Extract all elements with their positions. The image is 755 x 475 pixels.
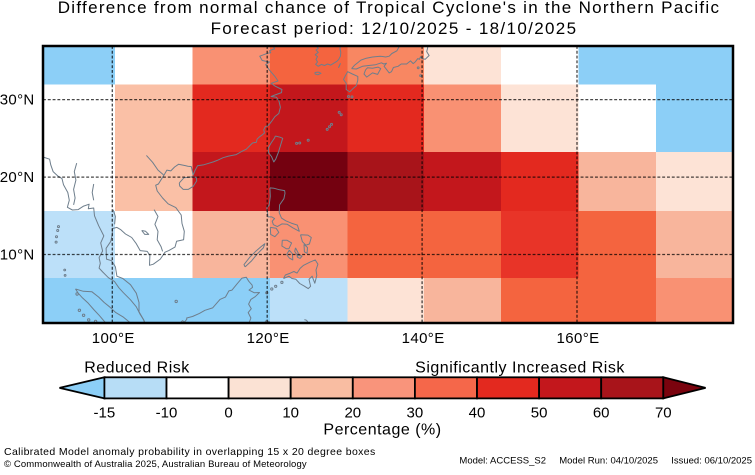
svg-text:Forecast period: 12/10/2025 -: Forecast period: 12/10/2025 - 18/10/2025 bbox=[211, 19, 578, 38]
svg-text:140°E: 140°E bbox=[402, 330, 445, 347]
svg-text:60: 60 bbox=[593, 405, 610, 422]
svg-text:Model: ACCESS_S2 Model Run: Model: ACCESS_S2 Model Run: 04/10/2025 I… bbox=[459, 456, 752, 467]
svg-text:40: 40 bbox=[469, 405, 486, 422]
svg-text:Significantly Increased Risk: Significantly Increased Risk bbox=[415, 360, 625, 377]
svg-text:50: 50 bbox=[531, 405, 548, 422]
svg-text:20°N: 20°N bbox=[0, 169, 35, 186]
svg-text:100°E: 100°E bbox=[92, 330, 135, 347]
svg-text:Reduced Risk: Reduced Risk bbox=[84, 360, 190, 377]
svg-text:0: 0 bbox=[224, 405, 232, 422]
svg-text:70: 70 bbox=[655, 405, 672, 422]
svg-text:30: 30 bbox=[407, 405, 424, 422]
svg-text:20: 20 bbox=[344, 405, 361, 422]
svg-text:160°E: 160°E bbox=[556, 330, 599, 347]
svg-text:30°N: 30°N bbox=[0, 91, 35, 108]
svg-text:10°N: 10°N bbox=[0, 246, 35, 263]
svg-text:10: 10 bbox=[282, 405, 299, 422]
svg-text:Calibrated Model anomaly proba: Calibrated Model anomaly probability in … bbox=[4, 446, 376, 458]
svg-text:-10: -10 bbox=[156, 405, 178, 422]
svg-text:Difference from normal chance: Difference from normal chance of Tropica… bbox=[58, 0, 721, 17]
svg-text:120°E: 120°E bbox=[247, 330, 290, 347]
svg-text:© Commonwealth of Australia 20: © Commonwealth of Australia 2025, Austra… bbox=[4, 459, 307, 470]
svg-text:-15: -15 bbox=[94, 405, 116, 422]
svg-text:Percentage (%): Percentage (%) bbox=[323, 422, 441, 439]
